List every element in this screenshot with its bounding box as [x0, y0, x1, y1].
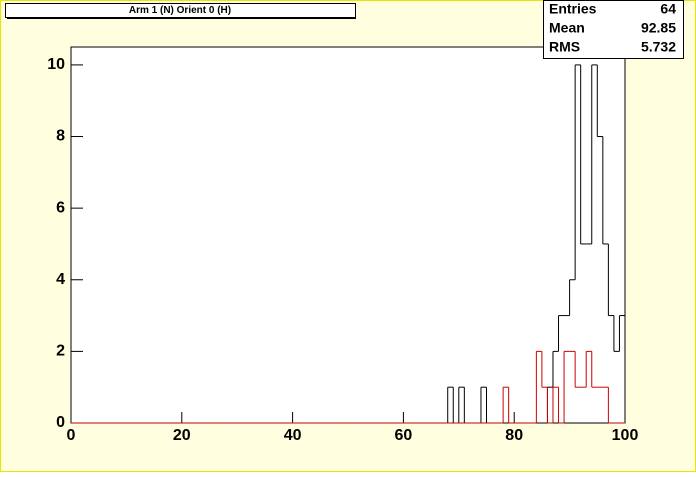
plot-frame [70, 46, 626, 424]
x-tick-label: 100 [612, 427, 639, 444]
stat-label: Mean [549, 20, 585, 36]
stat-value: 92.85 [641, 20, 676, 36]
stat-label: Entries [549, 1, 597, 17]
y-tick-label: 2 [56, 343, 65, 360]
stat-value: 64 [660, 1, 676, 17]
y-tick-label: 0 [56, 414, 65, 431]
y-tick-label: 6 [56, 199, 65, 216]
stats: Entries 64 Mean 92.85 RMS 5.732 [549, 1, 676, 55]
x-tick-label: 60 [395, 427, 413, 444]
x-tick-label: 80 [505, 427, 523, 444]
y-tick-label: 4 [56, 271, 65, 288]
x-tick-label: 40 [284, 427, 302, 444]
stat-value: 5.732 [641, 39, 676, 55]
x-tick-label: 0 [67, 427, 76, 444]
title: Arm 1 (N) Orient 0 (H) [129, 5, 231, 16]
stat-label: RMS [549, 39, 580, 55]
y-tick-label: 10 [47, 56, 65, 73]
y-tick-label: 8 [56, 128, 65, 145]
x-tick-label: 20 [173, 427, 191, 444]
stats-box [543, 0, 684, 59]
